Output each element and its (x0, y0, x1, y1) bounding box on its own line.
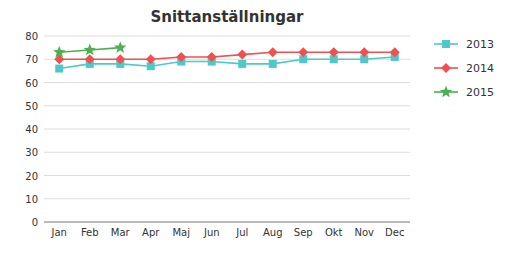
x-tick-label: Apr (142, 227, 160, 238)
series-2 (53, 41, 126, 57)
grid-line (44, 36, 410, 37)
point-marker (268, 47, 278, 57)
y-tick-label: 0 (32, 217, 38, 228)
grid-line (44, 105, 410, 106)
y-tick-label: 20 (25, 171, 38, 182)
x-tick-label: Sep (294, 227, 313, 238)
point-marker (114, 41, 126, 53)
legend-marker (440, 86, 452, 98)
grid-line (44, 129, 410, 130)
y-tick-label: 60 (25, 78, 38, 89)
legend-marker (441, 63, 451, 73)
y-axis: 0 10 20 30 40 50 60 70 80 (25, 31, 410, 228)
point-marker (269, 60, 277, 68)
point-marker (115, 54, 125, 64)
point-marker (207, 52, 217, 62)
point-marker (55, 65, 63, 73)
y-tick-label: 70 (25, 54, 38, 65)
series-line (59, 52, 395, 59)
y-tick-label: 50 (25, 101, 38, 112)
legend-marker (442, 40, 450, 48)
plot-area (53, 41, 400, 72)
point-marker (146, 54, 156, 64)
y-tick-label: 30 (25, 147, 38, 158)
grid-line (44, 222, 410, 223)
legend: 2013 2014 2015 (434, 38, 494, 99)
x-tick-label: Feb (81, 227, 99, 238)
grid-line (44, 82, 410, 83)
x-tick-label: Aug (263, 227, 283, 238)
point-marker (85, 54, 95, 64)
legend-label: 2013 (466, 38, 494, 51)
point-marker (359, 47, 369, 57)
x-tick-label: Jan (51, 227, 67, 238)
point-marker (84, 43, 96, 55)
x-axis: Jan Feb Mar Apr Maj Jun Jul Aug Sep Okt Nov Dec (51, 227, 405, 238)
x-tick-label: Maj (172, 227, 190, 238)
point-marker (390, 47, 400, 57)
point-marker (238, 60, 246, 68)
x-tick-label: Mar (111, 227, 131, 238)
point-marker (329, 47, 339, 57)
legend-label: 2015 (466, 86, 494, 99)
chart-container: Snittanställningar 0 10 20 30 40 50 60 70 80 Jan Fe… (0, 0, 524, 254)
x-tick-label: Jun (203, 227, 220, 238)
point-marker (298, 47, 308, 57)
x-tick-label: Okt (325, 227, 343, 238)
x-axis-line (44, 222, 410, 223)
chart-title: Snittanställningar (150, 8, 304, 26)
x-tick-label: Nov (354, 227, 374, 238)
y-tick-label: 80 (25, 31, 38, 42)
y-tick-label: 10 (25, 194, 38, 205)
x-tick-label: Dec (385, 227, 404, 238)
y-tick-label: 40 (25, 124, 38, 135)
chart-svg: Snittanställningar 0 10 20 30 40 50 60 70 80 Jan Fe… (0, 0, 524, 254)
grid-line (44, 152, 410, 153)
grid-line (44, 175, 410, 176)
series-0 (55, 53, 399, 73)
point-marker (176, 52, 186, 62)
point-marker (53, 46, 65, 58)
legend-label: 2014 (466, 62, 494, 75)
point-marker (237, 50, 247, 60)
grid-line (44, 198, 410, 199)
x-tick-label: Jul (235, 227, 248, 238)
series-1 (54, 47, 400, 64)
point-marker (54, 54, 64, 64)
